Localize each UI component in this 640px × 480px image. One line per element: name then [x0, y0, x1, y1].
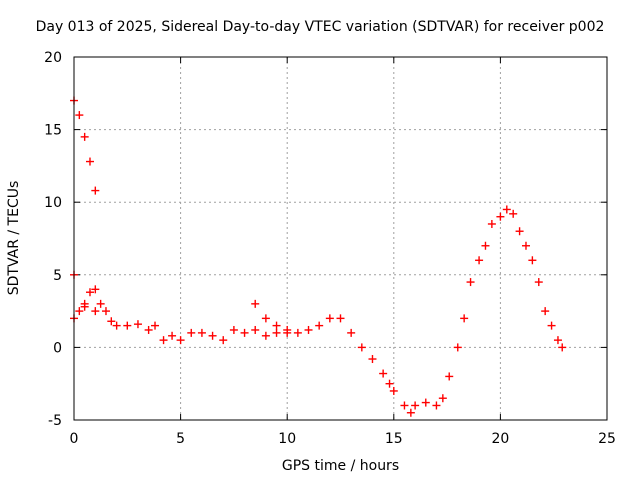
y-tick-label: 0: [53, 340, 62, 356]
data-point: [159, 336, 168, 345]
data-point: [91, 285, 100, 294]
data-point: [229, 325, 238, 334]
data-point: [534, 278, 543, 287]
data-point: [460, 314, 469, 323]
data-point: [91, 307, 100, 316]
data-point: [558, 343, 567, 352]
data-point: [528, 256, 537, 265]
data-point: [481, 241, 490, 250]
x-tick-label: 20: [491, 431, 509, 447]
data-point: [438, 394, 447, 403]
x-tick-label: 0: [70, 431, 79, 447]
data-point: [509, 209, 518, 218]
data-point: [389, 386, 398, 395]
data-point: [272, 321, 281, 330]
data-point: [487, 219, 496, 228]
chart-title: Day 013 of 2025, Sidereal Day-to-day VTE…: [35, 19, 605, 35]
data-point: [466, 278, 475, 287]
x-tick-label: 15: [385, 431, 403, 447]
data-point: [400, 401, 409, 410]
x-tick-label: 25: [598, 431, 616, 447]
data-point: [176, 336, 185, 345]
data-point: [547, 321, 556, 330]
data-point: [240, 328, 249, 337]
y-tick-label: 20: [44, 50, 62, 66]
data-point: [219, 336, 228, 345]
grid-lines: [73, 56, 608, 421]
data-point: [347, 328, 356, 337]
data-point: [85, 157, 94, 166]
data-point: [368, 355, 377, 364]
data-point: [379, 369, 388, 378]
data-point: [272, 328, 281, 337]
data-point: [75, 307, 84, 316]
data-point: [304, 325, 313, 334]
y-tick-labels: -5 0 5 10 15 20: [44, 50, 62, 429]
data-point: [502, 205, 511, 214]
data-point: [80, 302, 89, 311]
data-point: [261, 331, 270, 340]
data-point: [133, 320, 142, 329]
x-tick-labels: 0 5 10 15 20 25: [70, 431, 616, 447]
x-tick-label: 5: [176, 431, 185, 447]
data-point: [336, 314, 345, 323]
data-point: [411, 401, 420, 410]
data-point: [80, 132, 89, 141]
data-point: [385, 379, 394, 388]
data-point: [453, 343, 462, 352]
data-point: [515, 227, 524, 236]
data-point: [91, 186, 100, 195]
y-tick-label: 10: [44, 195, 62, 211]
data-point: [283, 328, 292, 337]
data-point: [553, 336, 562, 345]
data-point: [208, 331, 217, 340]
y-tick-label: -5: [48, 413, 62, 429]
data-point: [75, 111, 84, 120]
data-point: [123, 321, 132, 330]
data-point: [112, 321, 121, 330]
data-point: [144, 325, 153, 334]
x-tick-label: 10: [278, 431, 296, 447]
data-point: [406, 408, 415, 417]
data-point: [357, 343, 366, 352]
y-tick-label: 5: [53, 268, 62, 284]
data-point: [496, 212, 505, 221]
data-point: [315, 321, 324, 330]
data-point: [251, 325, 260, 334]
data-point: [475, 256, 484, 265]
data-point: [251, 299, 260, 308]
data-point: [421, 398, 430, 407]
plot-frame: [73, 56, 608, 421]
data-point: [151, 321, 160, 330]
data-point: [107, 317, 116, 326]
data-point: [85, 288, 94, 297]
data-point: [541, 307, 550, 316]
data-point: [101, 307, 110, 316]
data-point: [197, 328, 206, 337]
data-point: [521, 241, 530, 250]
data-point: [261, 314, 270, 323]
y-tick-label: 15: [44, 123, 62, 139]
data-point: [96, 299, 105, 308]
data-point: [432, 401, 441, 410]
data-point: [445, 372, 454, 381]
data-point: [293, 328, 302, 337]
data-point: [325, 314, 334, 323]
x-axis-label: GPS time / hours: [281, 458, 400, 474]
data-point: [187, 328, 196, 337]
data-point: [168, 331, 177, 340]
data-points: [70, 96, 567, 417]
